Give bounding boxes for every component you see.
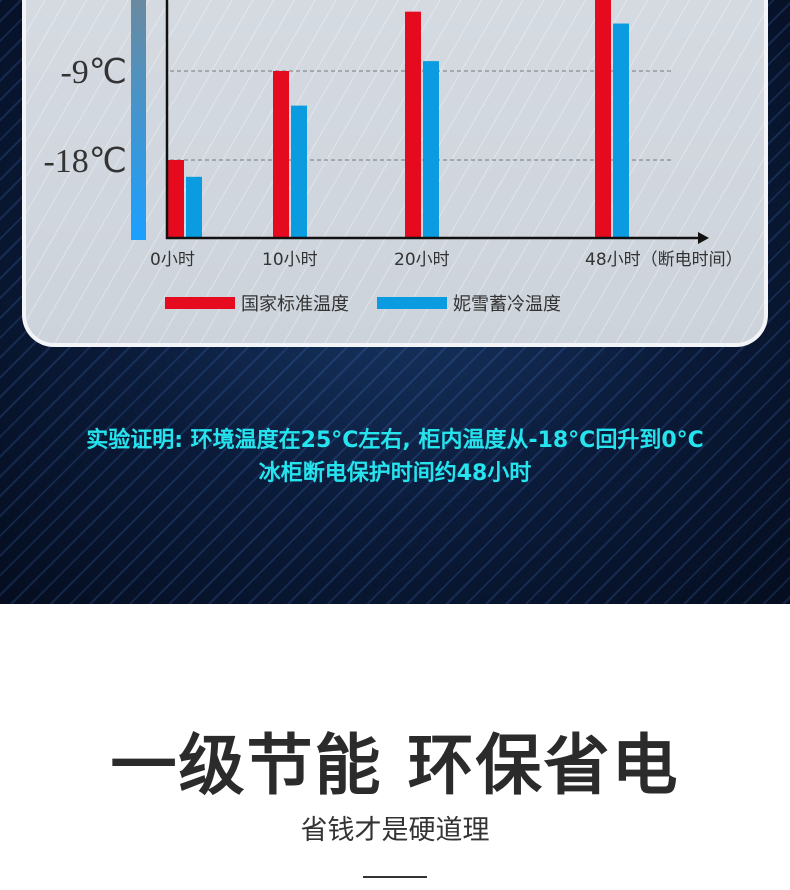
bar-national-1 (273, 71, 289, 238)
x-tick-label: 0小时 (150, 250, 195, 270)
y-tick-label: -18℃ (43, 143, 127, 180)
bar-nixue-2 (423, 61, 439, 238)
bar-national-2 (405, 11, 421, 238)
bar-national-0 (168, 160, 184, 238)
x-tick-label: 48小时（断电时间） (585, 250, 743, 270)
bar-nixue-0 (186, 176, 202, 238)
x-tick-label: 10小时 (262, 250, 318, 270)
x-tick-label: 20小时 (394, 250, 450, 270)
bar-national-3 (595, 0, 611, 238)
dark-background: -9℃ -18℃ 0小时 10小时 20小时 48小时（断电时间） 国家标准温度 妮雪蓄冷温度… (0, 0, 790, 604)
legend-swatch (165, 297, 235, 309)
divider (363, 876, 427, 878)
legend-label: 妮雪蓄冷温度 (453, 294, 561, 315)
legend-label: 国家标准温度 (241, 294, 349, 315)
temperature-gradient-bar (131, 0, 146, 240)
x-axis-arrow (698, 232, 709, 244)
bar-chart: -9℃ -18℃ 0小时 10小时 20小时 48小时（断电时间） 国家标准温度 妮雪蓄冷温度 (43, 0, 743, 315)
experiment-note-line2: 冰柜断电保护时间约48小时 (258, 461, 532, 486)
bar-nixue-3 (613, 23, 629, 239)
page-subheading: 省钱才是硬道理 (300, 815, 490, 846)
experiment-note-line1: 实验证明: 环境温度在25°C左右, 柜内温度从-18°C回升到0°C (86, 428, 704, 453)
y-tick-label: -9℃ (60, 54, 127, 91)
chart-card (22, 0, 768, 347)
bar-nixue-1 (291, 105, 307, 238)
page-heading: 一级节能 环保省电 (110, 727, 680, 804)
legend-swatch (377, 297, 447, 309)
